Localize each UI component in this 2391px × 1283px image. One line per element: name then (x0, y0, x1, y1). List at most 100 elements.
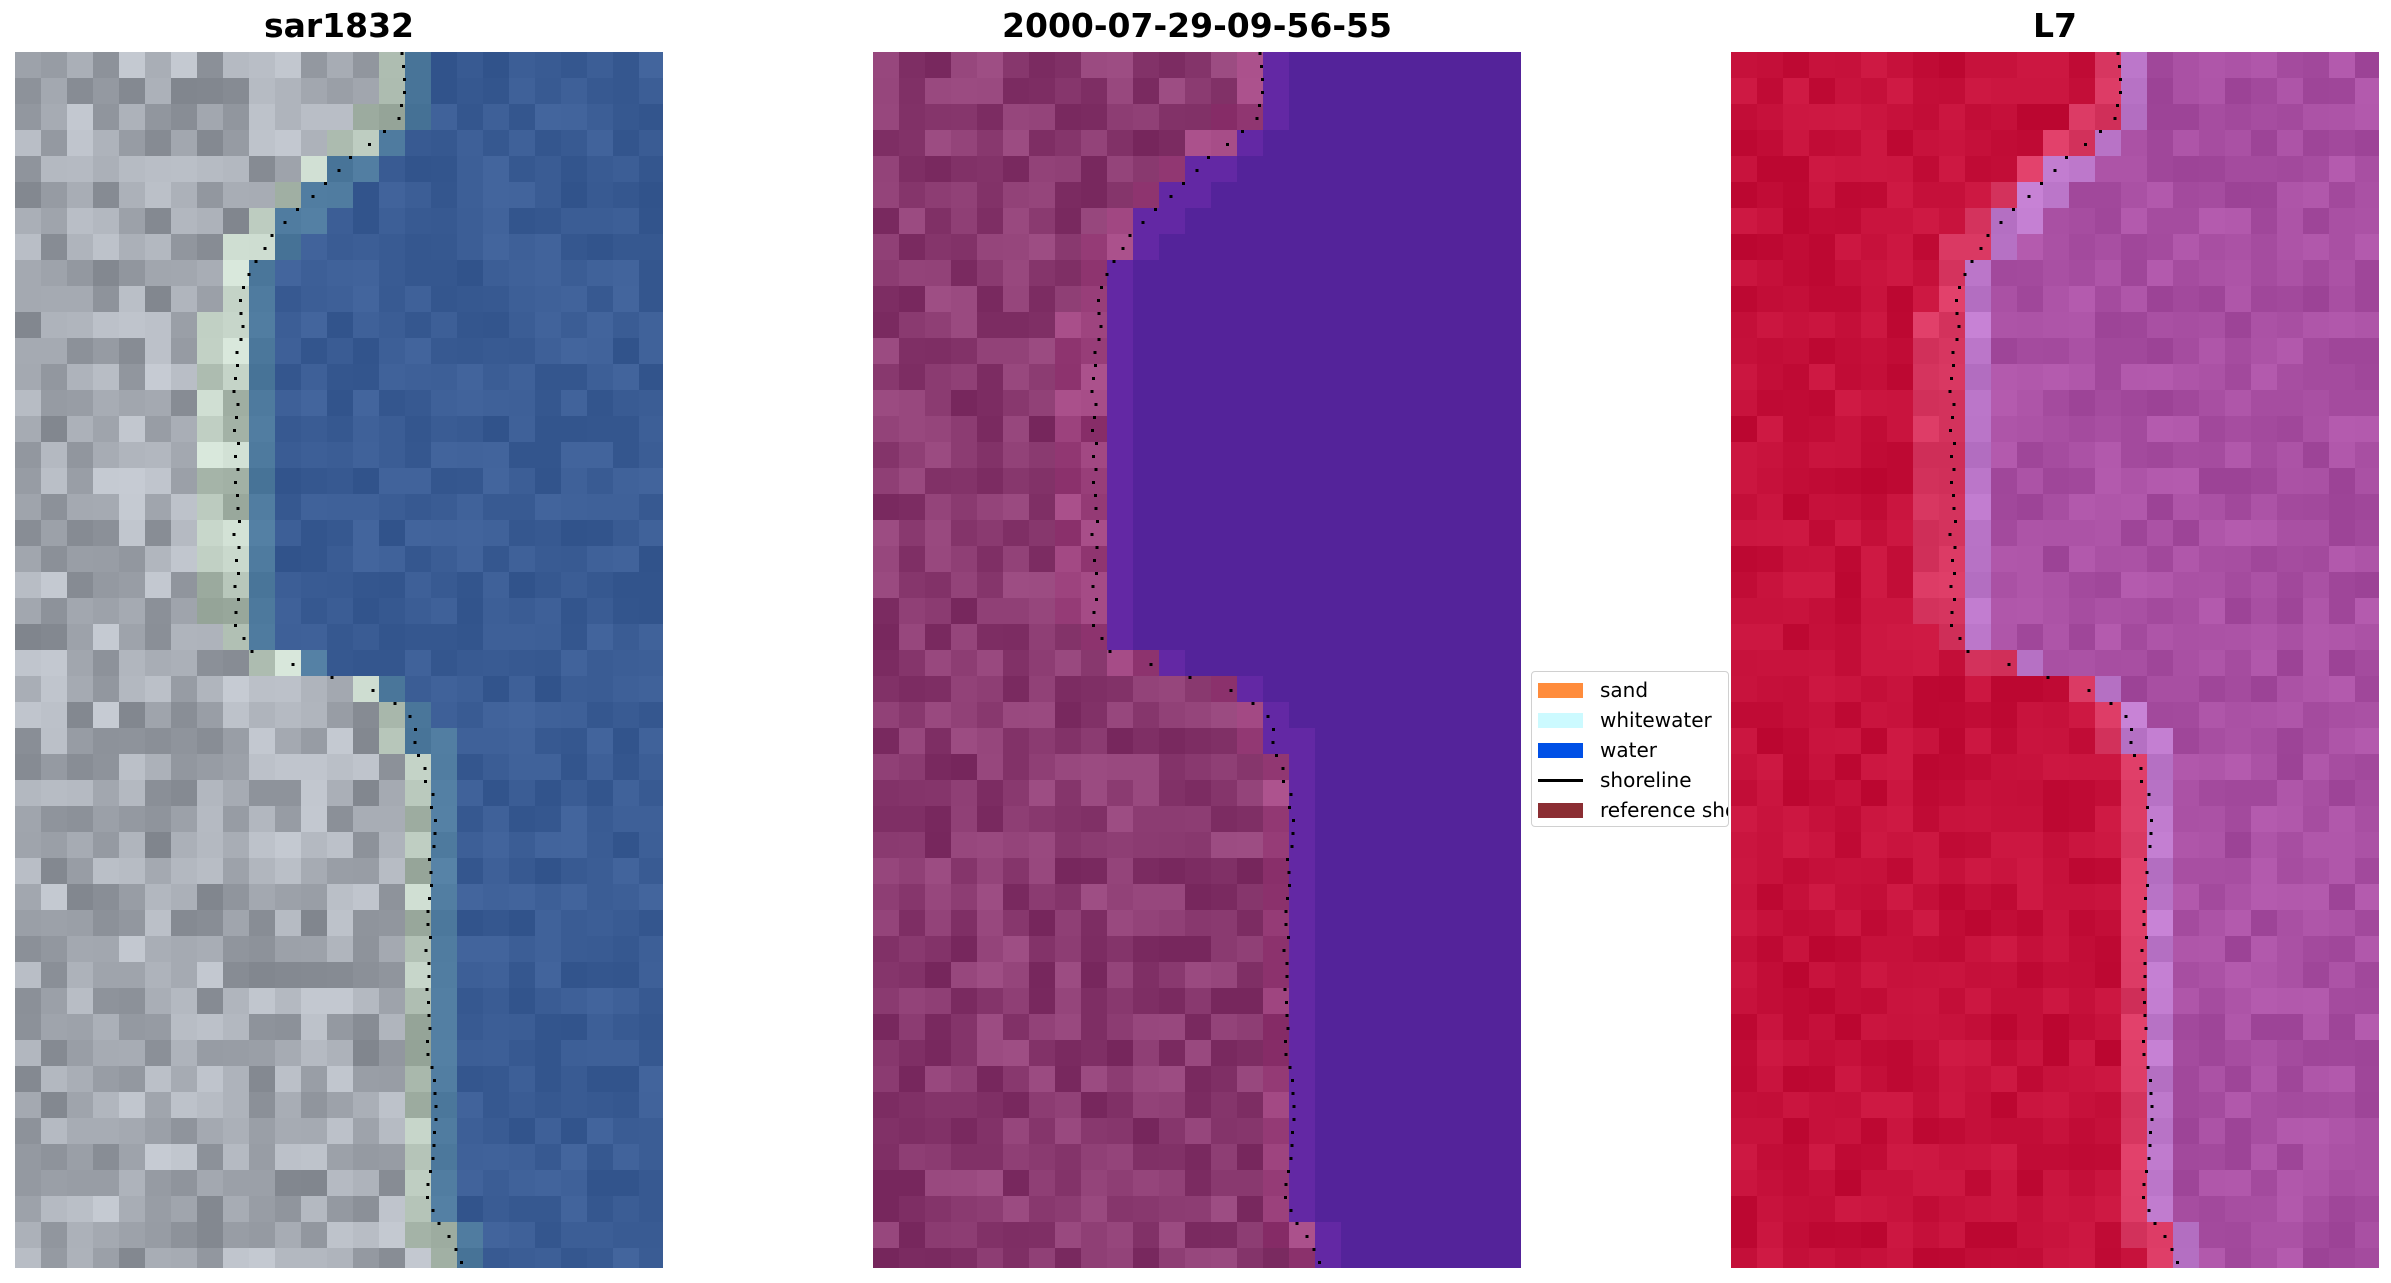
image-pixel (2303, 936, 2330, 963)
image-pixel (2017, 780, 2044, 807)
image-pixel (457, 780, 484, 807)
image-pixel (1289, 1248, 1316, 1268)
image-pixel (2147, 442, 2174, 469)
image-pixel (93, 1066, 120, 1093)
image-pixel (171, 832, 198, 859)
image-pixel (1497, 52, 1521, 79)
image-pixel (379, 1014, 406, 1041)
image-pixel (2147, 312, 2174, 339)
image-pixel (457, 962, 484, 989)
image-pixel (379, 598, 406, 625)
image-pixel (379, 832, 406, 859)
image-pixel (327, 910, 354, 937)
image-pixel (1445, 52, 1472, 79)
image-pixel (1341, 884, 1368, 911)
image-pixel (561, 234, 588, 261)
image-pixel (2199, 910, 2226, 937)
shoreline-dot (1091, 585, 1095, 588)
image-pixel (171, 494, 198, 521)
image-pixel (1185, 806, 1212, 833)
image-pixel (197, 1144, 224, 1171)
image-pixel (119, 104, 146, 131)
image-pixel (1731, 52, 1758, 79)
image-pixel (613, 702, 640, 729)
shoreline-dot (2064, 156, 2068, 159)
image-pixel (951, 416, 978, 443)
image-pixel (1887, 936, 1914, 963)
shoreline-dot (1105, 273, 1109, 276)
image-pixel (2121, 1014, 2148, 1041)
image-pixel (1159, 312, 1186, 339)
image-pixel (2173, 988, 2200, 1015)
image-pixel (587, 754, 614, 781)
image-pixel (15, 1248, 42, 1268)
image-pixel (405, 78, 432, 105)
image-pixel (1471, 364, 1498, 391)
image-pixel (925, 1222, 952, 1249)
image-pixel (1913, 806, 1940, 833)
image-pixel (1419, 936, 1446, 963)
image-pixel (1211, 1066, 1238, 1093)
image-pixel (1107, 1248, 1134, 1268)
image-pixel (2069, 702, 2096, 729)
image-pixel (1107, 936, 1134, 963)
image-pixel (1965, 546, 1992, 573)
image-pixel (483, 104, 510, 131)
image-pixel (1835, 806, 1862, 833)
image-pixel (1393, 546, 1420, 573)
image-pixel (353, 1170, 380, 1197)
image-pixel (1367, 1014, 1394, 1041)
image-pixel (587, 962, 614, 989)
image-pixel (1003, 988, 1030, 1015)
image-pixel (1289, 754, 1316, 781)
image-pixel (1133, 832, 1160, 859)
image-pixel (1757, 988, 1784, 1015)
image-pixel (535, 182, 562, 209)
image-pixel (223, 832, 250, 859)
image-pixel (873, 1222, 900, 1249)
image-pixel (1809, 1014, 1836, 1041)
image-pixel (1471, 468, 1498, 495)
image-pixel (1055, 260, 1082, 287)
shoreline-dot (1957, 325, 1961, 328)
image-pixel (1887, 546, 1914, 573)
image-pixel (327, 858, 354, 885)
image-pixel (457, 1170, 484, 1197)
image-pixel (2147, 676, 2174, 703)
image-pixel (1341, 832, 1368, 859)
image-pixel (2355, 858, 2379, 885)
image-pixel (2251, 390, 2278, 417)
legend-item-water: water (1538, 738, 1657, 762)
image-pixel (1081, 1040, 1108, 1067)
image-pixel (1861, 468, 1888, 495)
image-pixel (2355, 1040, 2379, 1067)
image-pixel (301, 936, 328, 963)
image-pixel (249, 546, 276, 573)
image-pixel (483, 1014, 510, 1041)
image-pixel (145, 104, 172, 131)
image-pixel (1913, 676, 1940, 703)
image-pixel (1237, 442, 1264, 469)
image-pixel (2251, 1066, 2278, 1093)
image-pixel (1237, 1040, 1264, 1067)
image-pixel (15, 988, 42, 1015)
image-pixel (1835, 156, 1862, 183)
image-pixel (1081, 936, 1108, 963)
image-pixel (93, 780, 120, 807)
image-pixel (379, 650, 406, 677)
image-pixel (301, 884, 328, 911)
image-pixel (977, 1248, 1004, 1268)
image-pixel (977, 988, 1004, 1015)
image-pixel (1419, 1014, 1446, 1041)
image-pixel (613, 1014, 640, 1041)
shoreline-dot (2124, 715, 2128, 718)
image-pixel (2251, 806, 2278, 833)
image-pixel (457, 1222, 484, 1249)
image-pixel (509, 1040, 536, 1067)
image-pixel (613, 1248, 640, 1268)
image-pixel (2329, 728, 2356, 755)
image-pixel (873, 520, 900, 547)
image-pixel (535, 364, 562, 391)
image-pixel (1107, 598, 1134, 625)
image-pixel (587, 182, 614, 209)
